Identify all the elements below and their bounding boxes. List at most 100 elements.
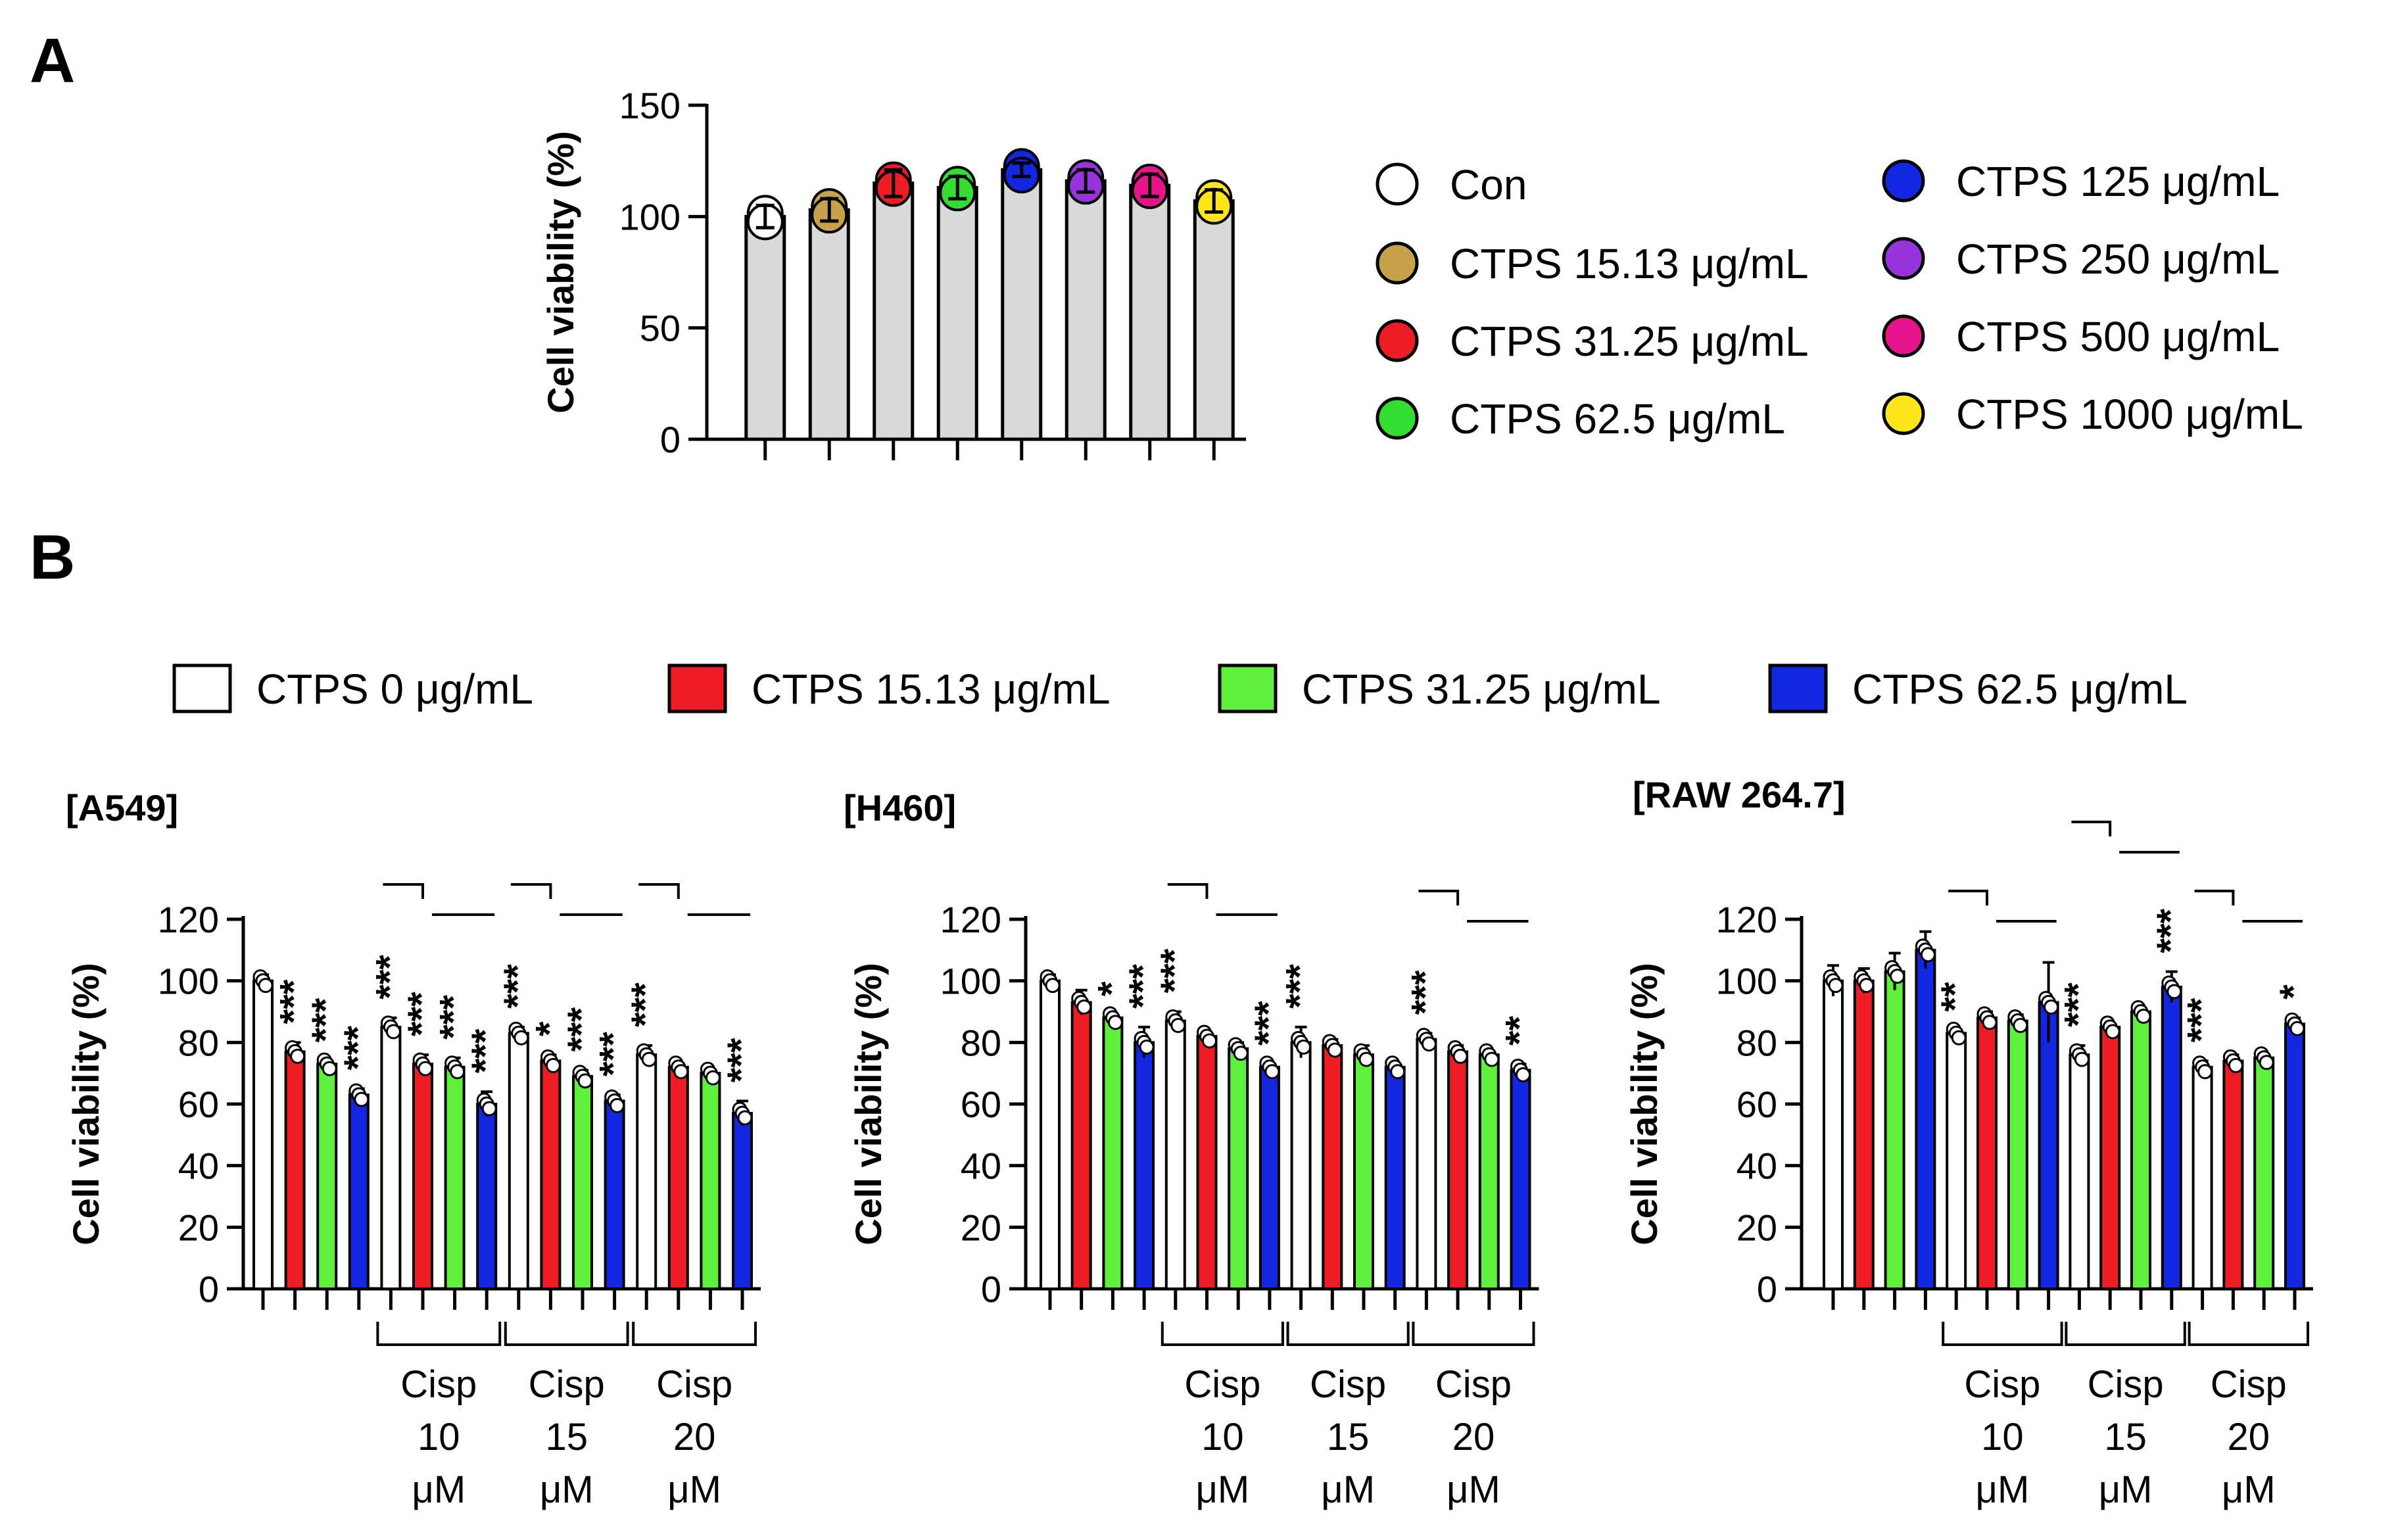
y-tick-label: 0 <box>981 1268 1001 1310</box>
bar <box>2191 1065 2213 1291</box>
group-label-line: 20 <box>2228 1416 2270 1458</box>
significance-mark: *** <box>1279 964 1322 1009</box>
y-tick-label: 60 <box>1736 1084 1777 1125</box>
significance-mark: *** <box>624 982 667 1027</box>
bar <box>1065 179 1107 441</box>
bar <box>1196 1034 1218 1290</box>
legend-label: CTPS 62.5 μg/mL <box>1450 395 1785 443</box>
bar <box>2069 1053 2090 1290</box>
y-tick-label: 120 <box>940 899 1001 940</box>
cell-panel: [A549] 0 20 40 60 80 100 120 Cell viability (%) *… <box>65 787 763 1511</box>
group-bracket <box>1942 1322 2063 1346</box>
replicate-point <box>1264 1064 1280 1080</box>
bar <box>667 1065 689 1291</box>
replicate-point <box>2197 1064 2213 1080</box>
y-tick-label: 100 <box>940 961 1001 1002</box>
replicate-point <box>385 1024 401 1040</box>
significance-mark: *** <box>2057 982 2099 1027</box>
bar <box>252 979 274 1290</box>
group-label-line: μM <box>1195 1468 1249 1511</box>
group-label-line: Cisp <box>1964 1363 2040 1406</box>
bar <box>1001 168 1043 441</box>
y-tick-label: 120 <box>1716 899 1777 940</box>
y-axis-label: Cell viability (%) <box>848 963 889 1245</box>
bar <box>2161 986 2182 1290</box>
replicate-point <box>1920 947 1936 963</box>
bar <box>1884 970 1905 1291</box>
replicate-point <box>514 1030 529 1046</box>
legend-swatch <box>667 663 727 713</box>
replicate-point <box>705 1070 721 1086</box>
replicate-point <box>418 1061 433 1076</box>
bar <box>1228 1047 1249 1290</box>
group-label-line: 10 <box>1981 1416 2024 1458</box>
legend-marker <box>1376 162 1419 206</box>
significance-mark: *** <box>720 1038 763 1082</box>
y-tick-label: 60 <box>961 1084 1001 1125</box>
cell-panel: [RAW 264.7] 0 20 40 60 80 100 120 Cell viability… <box>1623 774 2315 1511</box>
legend-marker <box>1376 319 1419 362</box>
bar <box>1510 1069 1531 1290</box>
group-label-line: μM <box>1447 1468 1500 1511</box>
bar <box>412 1063 433 1291</box>
legend-label: Con <box>1450 161 1527 208</box>
group-label-line: μM <box>667 1468 721 1511</box>
y-tick-label: 80 <box>178 1022 219 1063</box>
y-tick-label: 100 <box>1716 961 1777 1002</box>
replicate-point <box>1421 1036 1437 1052</box>
group-label-line: μM <box>2222 1468 2276 1511</box>
comparison-bracket <box>1167 883 1209 899</box>
panel-a-label: A <box>30 26 75 96</box>
y-tick-label: 40 <box>178 1145 219 1187</box>
bar <box>636 1053 658 1290</box>
bar <box>1164 1019 1186 1291</box>
significance-mark: *** <box>464 1028 507 1073</box>
bar <box>2130 1010 2151 1290</box>
y-tick-label: 0 <box>1757 1268 1777 1310</box>
bar <box>744 214 786 441</box>
group-label-line: 10 <box>418 1416 460 1458</box>
y-tick-label: 20 <box>961 1207 1001 1248</box>
y-tick-label: 80 <box>1736 1022 1777 1063</box>
legend-swatch <box>172 663 232 713</box>
bar <box>2099 1025 2121 1290</box>
panel-a-chart: 0 50 100 150 Cell viability (%) Con CTPS 15.13… <box>540 85 2303 460</box>
legend-label: CTPS 250 μg/mL <box>1956 235 2280 283</box>
significance-mark: *** <box>304 998 347 1042</box>
legend-marker <box>1376 397 1419 440</box>
legend-label: CTPS 500 μg/mL <box>1956 313 2280 360</box>
replicate-point <box>2289 1021 2305 1036</box>
legend-label: CTPS 1000 μg/mL <box>1956 391 2303 438</box>
comparison-bracket <box>383 883 424 899</box>
bar <box>2222 1059 2244 1291</box>
bar <box>2007 1019 2028 1291</box>
group-label-line: μM <box>2099 1468 2153 1511</box>
group-label-line: μM <box>540 1468 594 1511</box>
group-label-line: 15 <box>1327 1416 1370 1458</box>
bar <box>1915 948 1936 1291</box>
group-bracket <box>632 1322 757 1346</box>
panel-b-label: B <box>30 522 75 592</box>
y-tick-label: 150 <box>619 85 681 126</box>
replicate-point <box>641 1051 657 1067</box>
y-tick-label: 100 <box>619 196 681 237</box>
cell-panel: [H460] 0 20 40 60 80 100 120 Cell viability (%) *… <box>844 787 1541 1511</box>
bar <box>1823 979 1844 1290</box>
replicate-point <box>610 1097 625 1113</box>
replicate-point <box>1516 1067 1531 1082</box>
replicate-point <box>1982 1015 1998 1030</box>
bar <box>1129 183 1171 441</box>
group-bracket <box>1412 1322 1535 1346</box>
group-label-line: Cisp <box>1310 1363 1386 1406</box>
legend-label: CTPS 31.25 μg/mL <box>1302 665 1661 713</box>
cell-line-title: [H460] <box>844 787 956 829</box>
replicate-point <box>1107 1015 1123 1030</box>
y-tick-label: 0 <box>660 419 681 460</box>
legend-marker <box>1376 241 1419 285</box>
replicate-point <box>2259 1055 2274 1071</box>
y-tick-label: 20 <box>178 1207 219 1248</box>
replicate-point <box>737 1110 753 1126</box>
significance-mark: *** <box>1153 948 1196 993</box>
replicate-point <box>322 1061 337 1076</box>
replicate-point <box>1828 978 1844 994</box>
